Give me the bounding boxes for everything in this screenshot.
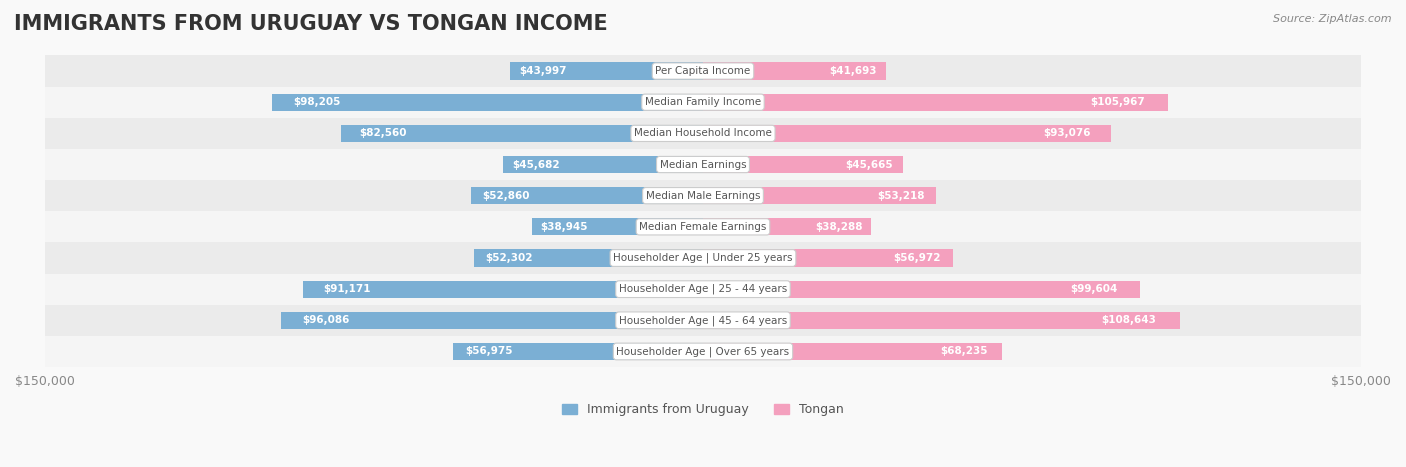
Bar bbox=[273, 94, 703, 111]
Text: $52,302: $52,302 bbox=[485, 253, 533, 263]
Text: Median Earnings: Median Earnings bbox=[659, 160, 747, 170]
Text: Householder Age | Over 65 years: Householder Age | Over 65 years bbox=[616, 346, 790, 357]
Bar bbox=[45, 336, 1361, 367]
Text: $43,997: $43,997 bbox=[520, 66, 567, 76]
Bar bbox=[474, 249, 703, 267]
Bar bbox=[703, 156, 903, 173]
Bar bbox=[703, 187, 936, 204]
Text: $68,235: $68,235 bbox=[939, 347, 987, 356]
Text: $38,945: $38,945 bbox=[541, 222, 588, 232]
Text: $45,665: $45,665 bbox=[845, 160, 893, 170]
Text: $38,288: $38,288 bbox=[815, 222, 862, 232]
Text: $82,560: $82,560 bbox=[359, 128, 406, 138]
Bar bbox=[45, 180, 1361, 211]
Text: $99,604: $99,604 bbox=[1071, 284, 1118, 294]
Bar bbox=[703, 249, 953, 267]
Bar bbox=[471, 187, 703, 204]
Bar bbox=[45, 211, 1361, 242]
Bar bbox=[703, 63, 886, 79]
Bar bbox=[45, 242, 1361, 274]
Bar bbox=[304, 281, 703, 298]
Text: $45,682: $45,682 bbox=[513, 160, 560, 170]
Text: Householder Age | 45 - 64 years: Householder Age | 45 - 64 years bbox=[619, 315, 787, 325]
Text: Source: ZipAtlas.com: Source: ZipAtlas.com bbox=[1274, 14, 1392, 24]
Bar bbox=[45, 118, 1361, 149]
Bar bbox=[45, 305, 1361, 336]
Bar bbox=[45, 149, 1361, 180]
Text: $56,975: $56,975 bbox=[465, 347, 513, 356]
Bar bbox=[531, 218, 703, 235]
Bar bbox=[510, 63, 703, 79]
Text: Median Female Earnings: Median Female Earnings bbox=[640, 222, 766, 232]
Bar bbox=[45, 87, 1361, 118]
Bar bbox=[703, 125, 1111, 142]
Text: Median Household Income: Median Household Income bbox=[634, 128, 772, 138]
Bar bbox=[45, 274, 1361, 305]
Bar bbox=[45, 56, 1361, 87]
Bar bbox=[502, 156, 703, 173]
Text: Per Capita Income: Per Capita Income bbox=[655, 66, 751, 76]
Text: $91,171: $91,171 bbox=[323, 284, 371, 294]
Text: $41,693: $41,693 bbox=[830, 66, 877, 76]
Text: $52,860: $52,860 bbox=[482, 191, 530, 201]
Text: IMMIGRANTS FROM URUGUAY VS TONGAN INCOME: IMMIGRANTS FROM URUGUAY VS TONGAN INCOME bbox=[14, 14, 607, 34]
Text: Median Male Earnings: Median Male Earnings bbox=[645, 191, 761, 201]
Text: Householder Age | Under 25 years: Householder Age | Under 25 years bbox=[613, 253, 793, 263]
Text: $56,972: $56,972 bbox=[893, 253, 941, 263]
Text: $53,218: $53,218 bbox=[877, 191, 925, 201]
Bar bbox=[703, 281, 1140, 298]
Bar bbox=[453, 343, 703, 360]
Text: $93,076: $93,076 bbox=[1043, 128, 1091, 138]
Bar bbox=[281, 312, 703, 329]
Text: Householder Age | 25 - 44 years: Householder Age | 25 - 44 years bbox=[619, 284, 787, 294]
Bar bbox=[340, 125, 703, 142]
Text: $108,643: $108,643 bbox=[1101, 315, 1156, 325]
Text: $98,205: $98,205 bbox=[294, 97, 342, 107]
Bar bbox=[703, 343, 1002, 360]
Bar bbox=[703, 218, 870, 235]
Text: Median Family Income: Median Family Income bbox=[645, 97, 761, 107]
Text: $105,967: $105,967 bbox=[1090, 97, 1144, 107]
Bar bbox=[703, 312, 1180, 329]
Legend: Immigrants from Uruguay, Tongan: Immigrants from Uruguay, Tongan bbox=[557, 398, 849, 421]
Text: $96,086: $96,086 bbox=[302, 315, 350, 325]
Bar bbox=[703, 94, 1168, 111]
